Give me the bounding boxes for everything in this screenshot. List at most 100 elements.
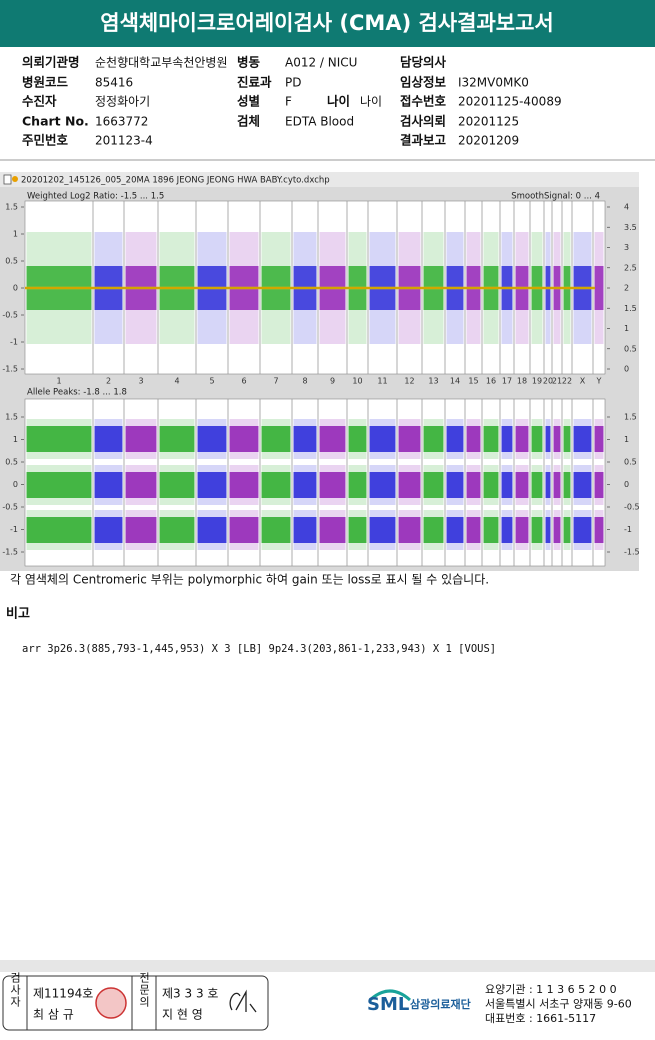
allele-cloud — [229, 517, 259, 543]
footer-bar — [0, 960, 655, 972]
chromosome-label: 13 — [428, 377, 438, 386]
address-line: 서울특별시 서초구 양재동 9-60 — [485, 998, 632, 1011]
allele-cloud — [293, 472, 317, 498]
allele-cloud — [446, 472, 464, 498]
role-label: 검사자 — [9, 972, 22, 1008]
role-label: 전문의 — [138, 972, 151, 1008]
allele-cloud — [483, 472, 499, 498]
tick-label: 0.5 — [5, 257, 18, 266]
note: 각 염색체의 Centromeric 부위는 polymorphic 하여 ga… — [10, 573, 489, 587]
info-value: EDTA Blood — [285, 115, 354, 129]
allele-cloud — [261, 517, 291, 543]
remarks-title: 비고 — [6, 607, 30, 622]
allele-cloud — [319, 426, 346, 452]
info-label: 검체 — [237, 114, 260, 129]
allele-cloud — [159, 517, 195, 543]
tick-label: -1 — [624, 525, 632, 534]
info-label: 접수번호 — [400, 94, 447, 109]
info-label: 병동 — [237, 55, 261, 70]
tick-label: 4 — [624, 203, 629, 212]
info-value: 1663772 — [95, 115, 148, 129]
info-label: 결과보고 — [400, 133, 447, 148]
allele-cloud — [125, 472, 157, 498]
file-icon — [3, 174, 12, 185]
tick-label: 1.5 — [5, 413, 18, 422]
upper-title: Weighted Log2 Ratio: -1.5 ... 1.5 — [27, 192, 164, 202]
tick-label: 1 — [624, 435, 629, 444]
chromosome-label: 15 — [468, 377, 478, 386]
allele-cloud — [261, 472, 291, 498]
info-label: 성별 — [237, 94, 260, 109]
allele-cloud — [501, 426, 513, 452]
info-value: 20201125-40089 — [458, 95, 562, 109]
logo-mark: SML — [367, 994, 409, 1015]
allele-cloud — [446, 426, 464, 452]
allele-cloud — [348, 472, 367, 498]
tick-label: -1 — [10, 525, 18, 534]
chromosome-label: X — [580, 377, 586, 386]
allele-cloud — [423, 426, 444, 452]
allele-cloud — [94, 472, 123, 498]
allele-cloud — [553, 426, 561, 452]
allele-cloud — [594, 517, 604, 543]
info-label: 병원코드 — [22, 75, 69, 90]
tick-label: 1.5 — [624, 413, 637, 422]
roles: 검사자 전문의 — [9, 972, 151, 1008]
remarks-text: arr 3p26.3(885,793-1,445,953) X 3 [LB] 9… — [22, 643, 496, 655]
allele-cloud — [197, 472, 227, 498]
info-label: 임상정보 — [400, 75, 447, 90]
allele-cloud — [293, 426, 317, 452]
chromosome-label: 11 — [377, 377, 387, 386]
allele-cloud — [26, 472, 92, 498]
allele-cloud — [26, 517, 92, 543]
allele-cloud — [348, 517, 367, 543]
allele-cloud — [26, 426, 92, 452]
tick-label: 3.5 — [624, 223, 637, 232]
signature — [229, 989, 257, 1013]
chromosome-label: 9 — [330, 377, 335, 386]
address-line: 대표번호 : 1661-5117 — [485, 1012, 596, 1025]
seal — [95, 987, 127, 1019]
tick-label: -1.5 — [2, 548, 18, 557]
logo-arc — [368, 989, 412, 1002]
allele-cloud — [125, 517, 157, 543]
allele-cloud — [594, 426, 604, 452]
tick-label: -1.5 — [2, 365, 18, 374]
chromosome-label: Y — [596, 377, 602, 386]
tick-label: 0.5 — [624, 458, 637, 467]
tick-label: 0.5 — [5, 458, 18, 467]
examiner-number: 제11194호 — [33, 987, 93, 1001]
chromosome-label: 17 — [502, 377, 512, 386]
tick-label: 2.5 — [624, 263, 637, 272]
info-value: 85416 — [95, 76, 133, 90]
allele-cloud — [531, 426, 543, 452]
info-label: Chart No. — [22, 114, 89, 129]
pin-icon — [12, 176, 18, 182]
allele-cloud — [466, 426, 481, 452]
allele-cloud — [319, 472, 346, 498]
info-value: A012 / NICU — [285, 56, 357, 70]
chromosome-label: 18 — [517, 377, 527, 386]
allele-cloud — [563, 472, 571, 498]
tick-label: -0.5 — [624, 503, 640, 512]
allele-cloud — [446, 517, 464, 543]
tick-label: 0 — [624, 365, 629, 374]
info-value: I32MV0MK0 — [458, 76, 529, 90]
allele-cloud — [573, 517, 592, 543]
info-label: 검사의뢰 — [400, 114, 446, 129]
info-label: 진료과 — [237, 75, 272, 90]
tick-label: 1.5 — [624, 304, 637, 313]
lower-title: Allele Peaks: -1.8 ... 1.8 — [27, 388, 127, 398]
allele-cloud — [553, 517, 561, 543]
address: 요양기관 : 1 1 3 6 5 2 0 0 서울특별시 서초구 양재동 9-60… — [485, 983, 632, 1025]
chromosome-label: 20 — [543, 377, 553, 386]
allele-cloud — [348, 426, 367, 452]
info-value: 201123-4 — [95, 134, 153, 148]
info-value: 정정화아기 — [95, 95, 150, 109]
chromosome-label: 8 — [302, 377, 307, 386]
allele-cloud — [515, 426, 529, 452]
allele-cloud — [159, 426, 195, 452]
chromosome-label: 14 — [450, 377, 460, 386]
tick-label: -0.5 — [2, 503, 18, 512]
address-line: 요양기관 : 1 1 3 6 5 2 0 0 — [485, 983, 617, 996]
